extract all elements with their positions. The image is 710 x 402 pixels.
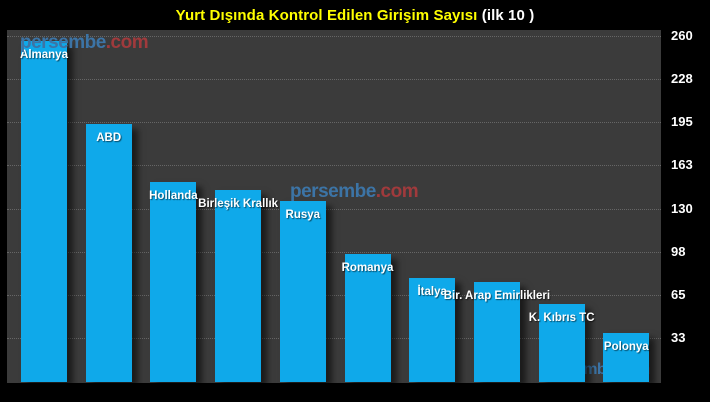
gridline-260 xyxy=(7,35,661,37)
gridline-195 xyxy=(7,122,661,124)
watermark-tld: .com xyxy=(375,181,419,202)
y-axis-tick-label-130: 130 xyxy=(671,200,693,216)
y-axis-tick-label-33: 33 xyxy=(671,329,686,345)
bar-label: Almanya xyxy=(20,49,68,62)
bar-hollanda: Hollanda xyxy=(149,182,198,382)
bar-almanya: Almanya xyxy=(20,41,68,382)
watermark-persembe-top: persembe.com xyxy=(20,32,149,54)
watermark-tld: .com xyxy=(105,32,149,53)
bar-label: İtalya xyxy=(417,286,447,299)
bar-bir-arap-emirlikleri: Bir. Arap Emirlikleri xyxy=(444,282,550,382)
y-axis-tick-label-65: 65 xyxy=(671,287,686,303)
gridline-163 xyxy=(7,165,661,167)
watermark-persembe-middle: persembe.com xyxy=(290,181,419,203)
y-axis-tick-label-98: 98 xyxy=(671,243,686,259)
bar-label: Birleşik Krallık xyxy=(198,198,279,211)
gridline-98 xyxy=(7,251,661,253)
bar-k-k-br-s-tc: K. Kıbrıs TC xyxy=(529,303,595,382)
chart-title: Yurt Dışında Kontrol Edilen Girişim Sayı… xyxy=(0,0,710,30)
bar-label: Polonya xyxy=(603,340,649,353)
gridline-228 xyxy=(7,78,661,80)
bar-label: Bir. Arap Emirlikleri xyxy=(443,290,551,303)
chart-title-suffix: (ilk 10 ) xyxy=(481,7,535,24)
watermark-name: persembe xyxy=(290,181,376,202)
gridline-33 xyxy=(7,337,661,339)
bar-label: Hollanda xyxy=(149,190,198,203)
y-axis-tick-label-163: 163 xyxy=(671,157,693,173)
bar-rusya: Rusya xyxy=(279,201,326,382)
bar-label: ABD xyxy=(96,131,122,144)
watermark-name: persembe xyxy=(20,32,106,53)
plot-area: Almanya ABD Hollanda Birleşik Krallık Rusya R… xyxy=(7,30,661,383)
bar-label: K. Kıbrıs TC xyxy=(528,311,595,324)
y-axis-tick-label-195: 195 xyxy=(671,114,693,130)
y-axis-tick-label-228: 228 xyxy=(671,70,693,86)
bar-abd: ABD xyxy=(85,123,132,382)
gridline-130 xyxy=(7,208,661,210)
bar-i-talya: İtalya xyxy=(409,278,456,382)
y-axis-tick-label-260: 260 xyxy=(671,27,693,43)
bar-label: Rusya xyxy=(285,209,321,222)
gridline-65 xyxy=(7,295,661,297)
bar-birle-ik-krall-k: Birleşik Krallık xyxy=(198,190,278,382)
bar-romanya: Romanya xyxy=(341,254,394,382)
chart-title-main: Yurt Dışında Kontrol Edilen Girişim Sayı… xyxy=(175,7,482,24)
bar-label: Romanya xyxy=(341,262,394,275)
bar-polonya: Polonya xyxy=(603,332,650,382)
